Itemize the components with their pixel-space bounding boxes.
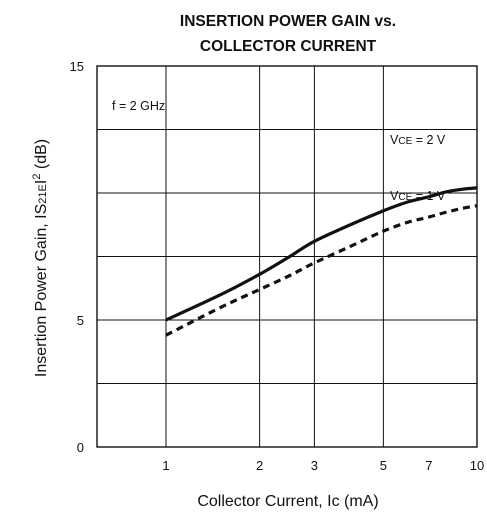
series-label-vce-1v: VCE = 1 V xyxy=(390,189,446,203)
chart-title-line-2: COLLECTOR CURRENT xyxy=(200,38,377,55)
chart-title-line-1: INSERTION POWER GAIN vs. xyxy=(180,13,396,30)
x-axis-label: Collector Current, Ic (mA) xyxy=(197,493,378,510)
x-tick-label: 7 xyxy=(425,458,432,473)
series-label-vce-2v-sub: CE xyxy=(398,136,412,147)
y-tick-label: 5 xyxy=(77,313,84,328)
series-label-vce-1v-v: V xyxy=(390,189,399,203)
plot-frame xyxy=(96,65,478,448)
series-label-vce-1v-rest: = 1 V xyxy=(412,189,446,203)
y-axis-label-bar: I xyxy=(33,180,50,184)
x-tick-label: 5 xyxy=(380,458,387,473)
tick-labels: 1 2 3 5 7 10 0 5 15 xyxy=(70,59,485,473)
series-label-vce-2v-v: V xyxy=(390,133,399,147)
y-tick-label: 15 xyxy=(70,59,84,74)
y-axis-label-unit: (dB) xyxy=(33,139,50,174)
x-tick-label: 3 xyxy=(311,458,318,473)
y-axis-label-main: Insertion Power Gain, IS xyxy=(33,204,50,377)
series-line-vce-1v xyxy=(165,204,478,337)
series-line-vce-2v xyxy=(165,186,478,322)
series-label-vce-2v: VCE = 2 V xyxy=(390,133,446,147)
series xyxy=(165,186,478,337)
y-tick-label: 0 xyxy=(77,440,84,455)
series-label-vce-1v-sub: CE xyxy=(398,192,412,203)
x-tick-label: 10 xyxy=(470,458,484,473)
x-tick-label: 1 xyxy=(162,458,169,473)
frequency-annotation: f = 2 GHz xyxy=(112,99,165,113)
y-axis-label: Insertion Power Gain, IS21EI2 (dB) xyxy=(31,139,50,377)
y-axis-label-sup: 2 xyxy=(31,174,43,180)
series-label-vce-2v-rest: = 2 V xyxy=(412,133,446,147)
x-tick-label: 2 xyxy=(256,458,263,473)
y-axis-label-sub: 21E xyxy=(37,184,49,204)
